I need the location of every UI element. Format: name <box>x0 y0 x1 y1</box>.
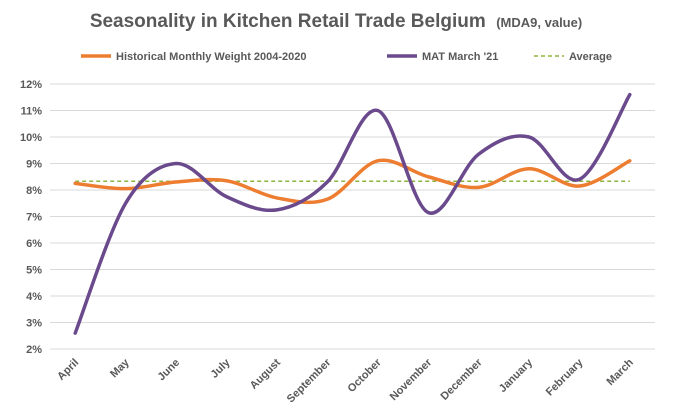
y-tick-label: 12% <box>20 79 42 91</box>
x-tick-label: November <box>388 356 435 403</box>
x-tick-label: September <box>285 356 334 405</box>
chart-title: Seasonality in Kitchen Retail Trade Belg… <box>90 11 582 32</box>
y-tick-label: 9% <box>26 159 42 171</box>
series-lines <box>73 92 632 335</box>
y-tick-label: 7% <box>26 212 42 224</box>
gridlines <box>50 83 655 350</box>
y-tick-label: 3% <box>26 318 42 330</box>
x-tick-label: July <box>209 356 234 381</box>
series-line-mat <box>73 92 632 335</box>
y-axis-ticks: 2% 3% 4% 5% 6% 7% 8% 9% 10% 11% 12% <box>20 79 42 356</box>
x-axis-ticks: April May June July August September October No… <box>55 356 636 405</box>
x-tick-label: May <box>108 356 132 380</box>
x-tick-label: October <box>346 356 385 395</box>
chart-subtitle: (MDA9, value) <box>496 15 582 30</box>
y-tick-label: 6% <box>26 238 42 250</box>
x-tick-label: January <box>497 356 536 395</box>
legend-label: Historical Monthly Weight 2004-2020 <box>116 51 307 63</box>
y-tick-label: 11% <box>21 106 43 118</box>
legend-label: MAT March '21 <box>422 51 498 63</box>
y-tick-label: 5% <box>26 265 42 277</box>
x-tick-label: February <box>544 356 586 398</box>
legend: Historical Monthly Weight 2004-2020 MAT M… <box>81 51 612 63</box>
y-tick-label: 8% <box>26 185 42 197</box>
x-tick-label: June <box>156 357 183 384</box>
x-tick-label: April <box>55 357 81 383</box>
x-tick-label: August <box>248 356 284 392</box>
legend-label: Average <box>569 51 612 63</box>
y-tick-label: 4% <box>26 291 42 303</box>
y-tick-label: 2% <box>26 344 42 356</box>
x-tick-label: March <box>605 356 637 388</box>
series-line-historical <box>73 158 632 205</box>
x-tick-label: December <box>439 356 486 403</box>
chart-title-main: Seasonality in Kitchen Retail Trade Belg… <box>90 11 486 32</box>
y-tick-label: 10% <box>20 132 42 144</box>
